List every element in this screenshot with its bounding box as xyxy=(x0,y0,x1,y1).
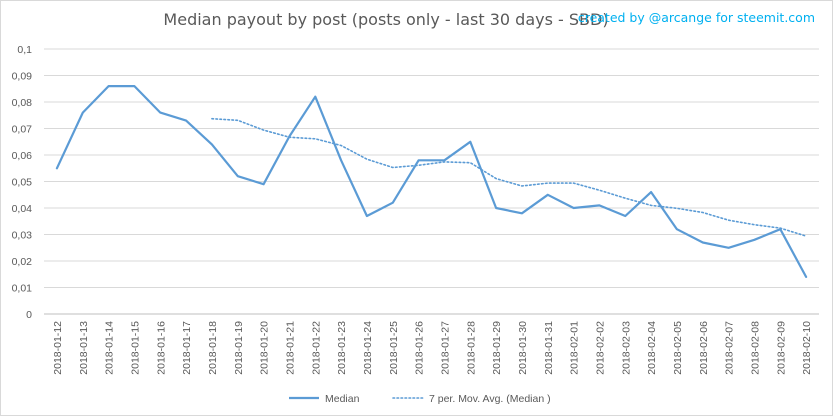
x-tick-label: 2018-01-30 xyxy=(517,321,529,375)
x-tick-label: 2018-02-08 xyxy=(749,321,761,375)
x-tick-label: 2018-01-26 xyxy=(414,321,426,375)
x-tick-label: 2018-01-28 xyxy=(465,321,477,375)
x-tick-label: 2018-02-06 xyxy=(698,321,710,375)
moving-average-line xyxy=(212,119,806,236)
x-tick-label: 2018-01-18 xyxy=(207,321,219,375)
x-tick-label: 2018-01-12 xyxy=(52,321,64,375)
y-axis-ticks: 0 0,01 0,02 0,03 0,04 0,05 0,06 0,07 0,08 0,09 0,1 xyxy=(12,44,33,321)
y-tick-label: 0,09 xyxy=(12,71,33,83)
x-tick-label: 2018-02-05 xyxy=(672,321,684,375)
y-tick-label: 0,05 xyxy=(12,177,33,189)
y-tick-label: 0,03 xyxy=(12,230,33,242)
x-tick-label: 2018-02-10 xyxy=(801,321,813,375)
y-tick-label: 0,08 xyxy=(12,97,33,109)
x-tick-label: 2018-02-03 xyxy=(620,321,632,375)
legend-label: Median xyxy=(325,393,360,405)
y-tick-label: 0,01 xyxy=(12,283,33,295)
x-tick-label: 2018-02-09 xyxy=(775,321,787,375)
y-tick-label: 0,06 xyxy=(12,150,33,162)
x-axis-ticks: 2018-01-12 2018-01-13 2018-01-14 2018-01-15… xyxy=(52,321,813,375)
x-tick-label: 2018-02-02 xyxy=(594,321,606,375)
x-tick-label: 2018-01-22 xyxy=(310,321,322,375)
x-tick-label: 2018-01-19 xyxy=(233,321,245,375)
x-tick-label: 2018-02-04 xyxy=(646,321,658,375)
y-tick-label: 0,1 xyxy=(17,44,32,56)
x-tick-label: 2018-01-25 xyxy=(388,321,400,375)
y-tick-label: 0 xyxy=(26,309,32,321)
x-tick-label: 2018-01-20 xyxy=(259,321,271,375)
y-tick-label: 0,02 xyxy=(12,256,33,268)
legend: Median 7 per. Mov. Avg. (Median ) xyxy=(289,393,551,405)
x-tick-label: 2018-01-15 xyxy=(129,321,141,375)
x-tick-label: 2018-01-14 xyxy=(104,321,116,375)
x-tick-label: 2018-01-17 xyxy=(181,321,193,375)
x-tick-label: 2018-01-21 xyxy=(284,321,296,375)
x-tick-label: 2018-01-29 xyxy=(491,321,503,375)
x-tick-label: 2018-01-31 xyxy=(543,321,555,375)
x-tick-label: 2018-02-01 xyxy=(569,321,581,375)
x-tick-label: 2018-01-27 xyxy=(439,321,451,375)
y-tick-label: 0,07 xyxy=(12,124,33,136)
x-tick-label: 2018-01-23 xyxy=(336,321,348,375)
x-tick-label: 2018-01-16 xyxy=(155,321,167,375)
x-tick-label: 2018-01-24 xyxy=(362,321,374,375)
legend-label: 7 per. Mov. Avg. (Median ) xyxy=(429,393,551,405)
gridlines xyxy=(44,49,819,314)
x-tick-label: 2018-02-07 xyxy=(724,321,736,375)
y-tick-label: 0,04 xyxy=(12,203,33,215)
x-tick-label: 2018-01-13 xyxy=(78,321,90,375)
